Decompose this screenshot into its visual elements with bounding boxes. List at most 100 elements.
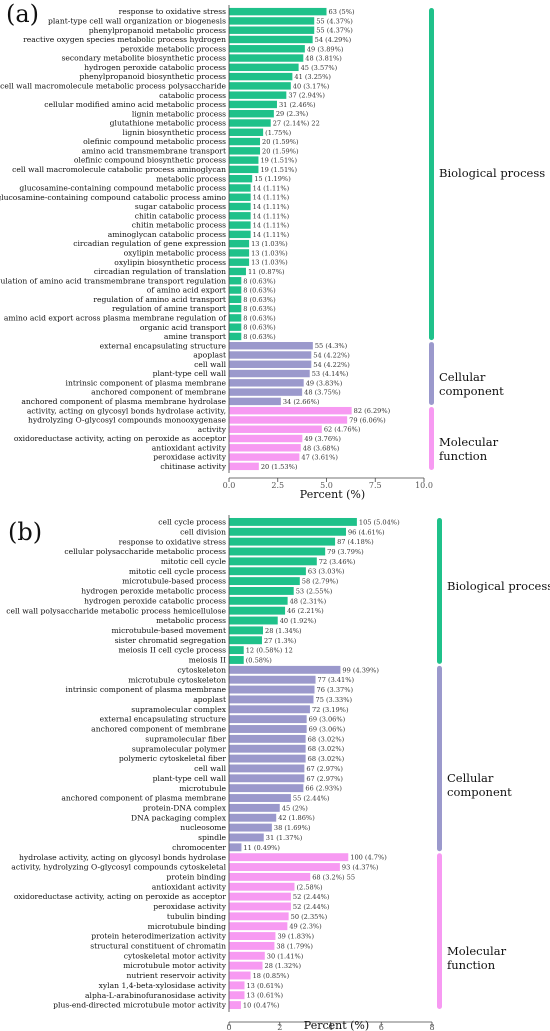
bar-term-label: antioxidant activity	[152, 443, 227, 452]
bar-value-label: 41 (3.25%)	[294, 73, 331, 81]
bar-term-label: hydrogen peroxide metabolic process	[81, 587, 226, 596]
bar-value-label: 72 (3.19%)	[312, 706, 349, 714]
bar-value-label: 40 (3.17%)	[293, 82, 330, 90]
bar	[229, 286, 242, 294]
bar-value-label: 69 (3.06%)	[309, 725, 346, 733]
bar-term-label: circadian regulation of gene expression	[73, 239, 226, 248]
bar-value-label: 47 (3.61%)	[301, 454, 338, 462]
bar	[229, 754, 306, 763]
bar-value-label: 12 (0.58%) 12	[246, 647, 293, 655]
bar-value-label: 62 (4.76%)	[324, 426, 361, 434]
bar-term-label: hydrogen peroxide catabolic process	[84, 63, 226, 72]
bar-value-label: 48 (3.81%)	[305, 55, 342, 63]
bar-value-label: 87 (4.18%)	[337, 538, 374, 546]
bar-value-label: 20 (1.59%)	[262, 138, 299, 146]
bar	[229, 636, 262, 645]
bar-term-label: chromocenter	[172, 843, 226, 852]
bar-term-label: cytoskeletal motor activity	[124, 951, 227, 960]
bar	[229, 137, 261, 146]
bar	[229, 665, 341, 674]
bar-term-label: microtubule	[179, 784, 226, 793]
bar-term-label: plant-type cell wall	[153, 774, 227, 783]
bar	[229, 843, 242, 852]
bar-term-label: xylan 1,4-beta-xylosidase activity	[99, 981, 227, 990]
bar-value-label: 76 (3.37%)	[317, 686, 354, 694]
bar-term-label: sugar catabolic process	[135, 202, 226, 211]
bar-value-label: 79 (3.79%)	[327, 548, 364, 556]
bar-value-label: 99 (4.39%)	[342, 666, 379, 674]
bar	[229, 626, 263, 635]
bar-term-label: alpha-L-arabinofuranosidase activity	[85, 991, 227, 1000]
bar-value-label: 82 (6.29%)	[354, 407, 391, 415]
bar-term-label: of amino acid export	[147, 286, 226, 295]
bar-value-label: 13 (1.03%)	[251, 259, 288, 267]
x-tick-label: 6	[379, 1023, 384, 1031]
group-label: Molecular	[447, 944, 507, 958]
bar	[229, 434, 303, 443]
bar	[229, 174, 253, 183]
bar-value-label: 54 (4.22%)	[313, 361, 350, 369]
bar	[229, 369, 310, 378]
bar-term-label: phenylpropanoid biosynthetic process	[79, 72, 226, 81]
bar-term-label: aminoglycan catabolic process	[108, 230, 226, 239]
bar-value-label: 11 (0.49%)	[243, 844, 280, 852]
bar	[229, 606, 286, 615]
bar-term-label: oxidoreductase activity, acting on perox…	[14, 892, 227, 901]
bar-term-label: regulation of amine transport	[112, 304, 226, 313]
bar-term-label: glutathione metabolic process	[110, 119, 226, 128]
bar-term-label: meiosis II	[189, 656, 226, 665]
bar-value-label: 55 (4.3%)	[315, 342, 348, 350]
bar	[229, 304, 242, 313]
bar-term-label: tubulin binding	[167, 912, 226, 921]
bar	[229, 577, 300, 586]
bar-term-label: glucosamine-containing compound cataboli…	[0, 193, 226, 202]
bar	[229, 184, 251, 192]
bar-value-label: (2.58%)	[296, 883, 323, 891]
bar-value-label: 55 (2.44%)	[293, 795, 330, 803]
bar-value-label: 46 (2.21%)	[287, 607, 324, 615]
bar	[229, 734, 306, 743]
x-tick-label: 7.5	[369, 481, 382, 490]
x-tick-label: 4	[328, 1023, 333, 1031]
bar	[229, 314, 242, 322]
bar-value-label: 8 (0.63%)	[243, 277, 276, 285]
bar	[229, 332, 242, 341]
panel-label: (b)	[8, 518, 42, 546]
group-label: component	[439, 384, 504, 398]
bar-value-label: 8 (0.63%)	[243, 333, 276, 341]
bar-value-label: 11 (0.87%)	[248, 268, 285, 276]
bar-value-label: 14 (1.11%)	[253, 222, 290, 230]
bar-term-label: anchored component of membrane	[91, 725, 226, 734]
bar-term-label: microtubule binding	[148, 922, 226, 931]
bar-value-label: 13 (0.61%)	[246, 992, 283, 1000]
bar-value-label: 50 (2.35%)	[291, 913, 328, 921]
group-label: Cellular	[439, 370, 486, 384]
bar	[229, 646, 244, 655]
x-axis-title: Percent (%)	[300, 488, 365, 501]
bar-value-label: 58 (2.79%)	[302, 578, 339, 586]
bar-term-label: protein-DNA complex	[143, 803, 227, 812]
bar-term-label: chitinase activity	[160, 462, 226, 471]
bar-term-label: oxylipin metabolic process	[124, 249, 227, 258]
bar-term-label: structural constituent of chromatin	[90, 942, 226, 951]
bar-value-label: 68 (3.02%)	[308, 745, 345, 753]
bar-value-label: 31 (2.46%)	[279, 101, 316, 109]
bar-term-label: external encapsulating structure	[100, 341, 227, 350]
bar-term-label: anchored component of membrane	[91, 388, 226, 397]
bar-value-label: 68 (3.02%)	[308, 735, 345, 743]
x-tick-label: 2.5	[271, 481, 284, 490]
bar-value-label: 63 (5%)	[329, 8, 356, 16]
bar-value-label: 18 (0.85%)	[253, 972, 290, 980]
bar	[229, 165, 259, 174]
bar	[229, 547, 326, 556]
bar-value-label: 27 (2.14%) 22	[273, 120, 320, 128]
bar	[229, 794, 291, 802]
bar-value-label: 63 (3.03%)	[308, 568, 345, 576]
bar-term-label: protein heterodimerization activity	[91, 932, 226, 941]
x-tick-label: 0	[226, 1023, 231, 1031]
bar-value-label: 8 (0.63%)	[243, 324, 276, 332]
bar-term-label: cell cycle process	[158, 518, 226, 527]
bar	[229, 397, 281, 406]
bar	[229, 230, 251, 239]
